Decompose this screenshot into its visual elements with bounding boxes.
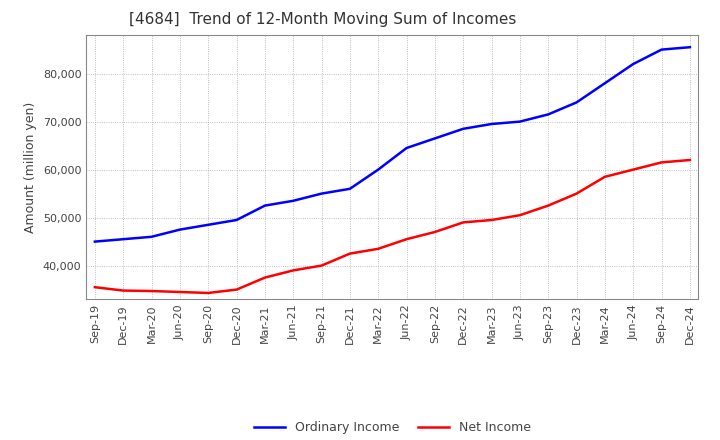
Ordinary Income (261, 203, 269, 208)
Ordinary Income (685, 44, 694, 50)
Net Income (91, 285, 99, 290)
Net Income (148, 288, 156, 293)
Ordinary Income (600, 81, 609, 86)
Ordinary Income (431, 136, 439, 141)
Net Income (629, 167, 637, 172)
Ordinary Income (402, 145, 411, 150)
Line: Net Income: Net Income (95, 160, 690, 293)
Ordinary Income (91, 239, 99, 244)
Ordinary Income (318, 191, 326, 196)
Net Income (204, 290, 212, 296)
Ordinary Income (233, 217, 241, 223)
Net Income (402, 237, 411, 242)
Ordinary Income (629, 61, 637, 66)
Net Income (487, 217, 496, 223)
Ordinary Income (657, 47, 666, 52)
Ordinary Income (572, 100, 581, 105)
Net Income (289, 268, 297, 273)
Text: [4684]  Trend of 12-Month Moving Sum of Incomes: [4684] Trend of 12-Month Moving Sum of I… (130, 12, 517, 27)
Net Income (685, 158, 694, 163)
Ordinary Income (374, 167, 382, 172)
Net Income (459, 220, 467, 225)
Ordinary Income (289, 198, 297, 203)
Net Income (572, 191, 581, 196)
Legend: Ordinary Income, Net Income: Ordinary Income, Net Income (248, 416, 536, 439)
Net Income (176, 290, 184, 295)
Y-axis label: Amount (million yen): Amount (million yen) (24, 102, 37, 233)
Ordinary Income (148, 234, 156, 239)
Net Income (544, 203, 552, 208)
Net Income (600, 174, 609, 180)
Net Income (318, 263, 326, 268)
Ordinary Income (346, 186, 354, 191)
Ordinary Income (516, 119, 524, 124)
Ordinary Income (119, 237, 127, 242)
Net Income (119, 288, 127, 293)
Net Income (261, 275, 269, 280)
Net Income (346, 251, 354, 256)
Line: Ordinary Income: Ordinary Income (95, 47, 690, 242)
Ordinary Income (204, 222, 212, 227)
Net Income (431, 229, 439, 235)
Ordinary Income (176, 227, 184, 232)
Net Income (374, 246, 382, 251)
Ordinary Income (544, 112, 552, 117)
Ordinary Income (487, 121, 496, 127)
Net Income (233, 287, 241, 292)
Net Income (657, 160, 666, 165)
Ordinary Income (459, 126, 467, 132)
Net Income (516, 213, 524, 218)
